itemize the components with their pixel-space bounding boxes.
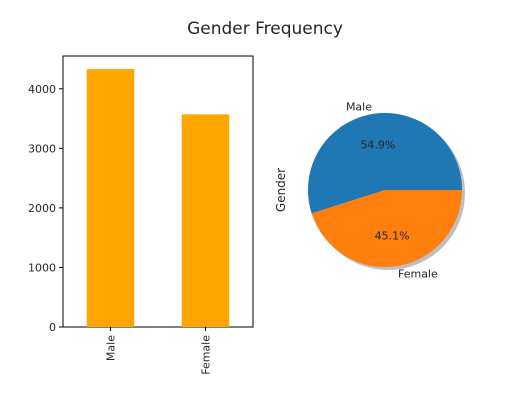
y-tick-label: 3000 [28,142,56,155]
pie-ylabel: Gender [274,168,288,212]
bar-chart: Male Female 0 1000 2000 3000 4000 [28,55,254,375]
pie-slice-male [308,112,462,214]
bar-female [181,114,230,327]
pie-pct-label-male: 54.9% [360,138,395,151]
x-tick-label-male: Male [105,335,118,361]
pie-slice-female [311,190,462,267]
pie-chart: 54.9% Male 45.1% Female Gender [274,100,465,281]
y-tick-label: 2000 [28,202,56,215]
y-tick-label: 0 [49,321,56,334]
x-tick-label-female: Female [200,335,213,375]
pie-label-female: Female [398,268,438,281]
bar-plot-frame [62,55,254,328]
pie-label-male: Male [346,100,372,113]
bar-male [86,69,135,327]
figure-title: Gender Frequency [187,19,343,39]
pie-pct-label-female: 45.1% [375,230,410,243]
y-tick-label: 1000 [28,261,56,274]
y-tick-label: 4000 [28,83,56,96]
